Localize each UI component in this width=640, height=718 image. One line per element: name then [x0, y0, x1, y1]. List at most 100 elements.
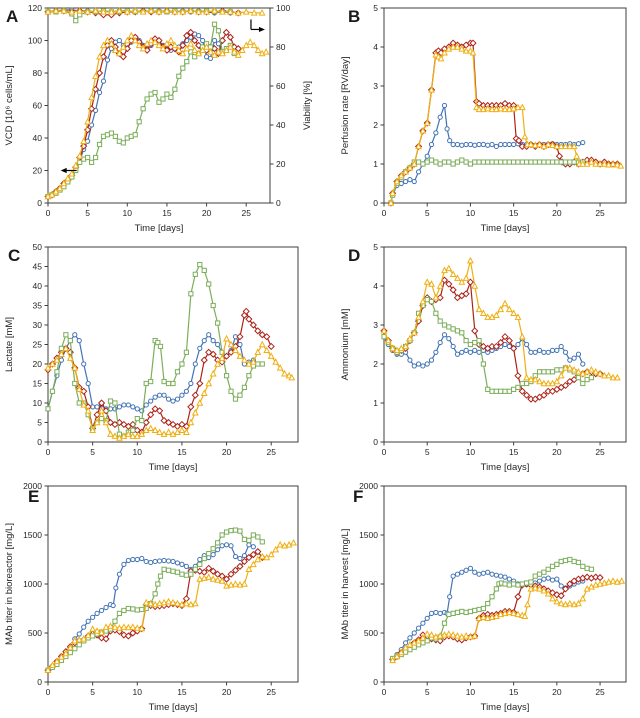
svg-text:15: 15	[177, 687, 187, 697]
svg-text:30: 30	[33, 320, 43, 330]
svg-text:45: 45	[33, 262, 43, 272]
panel-B: B 0 5 10 15 20 25 0 1 2 3 4 5 Time [days] Perfusion ra…	[320, 0, 640, 239]
series-E-green-squares	[45, 527, 265, 673]
svg-text:20: 20	[33, 359, 43, 369]
svg-text:15: 15	[509, 687, 519, 697]
y-axis-label-D: Ammonium [mM]	[340, 309, 351, 381]
svg-text:25: 25	[33, 340, 43, 350]
svg-text:2: 2	[373, 120, 378, 130]
y2-axis-label-A: Viability [%]	[302, 81, 313, 130]
y-axis-label-A: VCD [10⁶ cells/mL]	[4, 66, 15, 146]
svg-text:20: 20	[552, 208, 562, 218]
svg-text:2000: 2000	[23, 481, 42, 491]
series-A-yellow-triangles-y2	[44, 7, 266, 16]
svg-text:40: 40	[276, 120, 286, 130]
svg-text:100: 100	[28, 36, 42, 46]
svg-text:500: 500	[28, 628, 42, 638]
panel-F-chart: F 0 5 10 15 20 25 0 500 1000 1500 2000 Time [days] MA…	[340, 481, 627, 713]
svg-text:15: 15	[177, 447, 187, 457]
svg-text:1: 1	[373, 398, 378, 408]
svg-text:1: 1	[373, 159, 378, 169]
svg-text:4: 4	[373, 281, 378, 291]
svg-text:0: 0	[46, 687, 51, 697]
svg-text:50: 50	[33, 242, 43, 252]
panel-D-chart: D 0 5 10 15 20 25 0 1 2 3 4 5 Time [days] Ammonium [mM…	[340, 242, 627, 473]
svg-text:0: 0	[382, 447, 387, 457]
axes-C: 0 5 10 15 20 25 0 5 10 15 20 25 30 35 40 45 50	[33, 242, 299, 457]
x-axis-label-F: Time [days]	[481, 702, 530, 713]
series-C-yellow-triangles	[44, 334, 296, 441]
svg-text:10: 10	[133, 447, 143, 457]
svg-text:25: 25	[595, 447, 605, 457]
x-axis-label-D: Time [days]	[481, 462, 530, 473]
svg-text:20: 20	[552, 447, 562, 457]
svg-text:5: 5	[85, 208, 90, 218]
svg-text:0: 0	[382, 208, 387, 218]
svg-text:40: 40	[33, 281, 43, 291]
y-axis-label-E: MAb titer in bioreactor [mg/L]	[4, 523, 15, 645]
svg-text:25: 25	[266, 447, 276, 457]
svg-text:5: 5	[425, 447, 430, 457]
svg-text:0: 0	[373, 198, 378, 208]
panel-label-A: A	[6, 7, 18, 26]
axes-F: 0 5 10 15 20 25 0 500 1000 1500 2000	[359, 481, 627, 697]
panel-D: D 0 5 10 15 20 25 0 1 2 3 4 5 Time [days] Ammonium [mM…	[320, 239, 640, 478]
svg-text:5: 5	[425, 208, 430, 218]
svg-text:0: 0	[37, 198, 42, 208]
svg-text:15: 15	[509, 208, 519, 218]
panel-F: F 0 5 10 15 20 25 0 500 1000 1500 2000 Time [days] MA…	[320, 478, 640, 718]
panel-label-B: B	[348, 7, 360, 26]
svg-text:0: 0	[37, 677, 42, 687]
svg-text:5: 5	[373, 242, 378, 252]
svg-text:15: 15	[162, 208, 172, 218]
left-axis-arrow-icon	[60, 167, 77, 174]
svg-text:25: 25	[595, 687, 605, 697]
svg-text:1000: 1000	[359, 579, 378, 589]
axes-A: 0 5 10 15 20 25 0 20 40 60 80 100 120 0 20 40 60 80 100	[28, 3, 291, 218]
svg-text:0: 0	[382, 687, 387, 697]
svg-text:5: 5	[90, 447, 95, 457]
svg-text:15: 15	[509, 447, 519, 457]
svg-text:5: 5	[90, 687, 95, 697]
svg-text:10: 10	[466, 687, 476, 697]
svg-text:0: 0	[373, 677, 378, 687]
series-E-yellow-triangles	[44, 538, 297, 673]
panel-A: A 0 5 10 15 20 25 0 20 40 60 80 100 120 0 20 40 60 80 100 Ti…	[0, 0, 320, 239]
svg-text:1500: 1500	[359, 530, 378, 540]
svg-text:1000: 1000	[23, 579, 42, 589]
svg-text:5: 5	[373, 3, 378, 13]
svg-text:3: 3	[373, 320, 378, 330]
svg-text:20: 20	[222, 687, 232, 697]
series-B-green-squares	[388, 157, 586, 206]
x-axis-label-B: Time [days]	[481, 223, 530, 234]
svg-text:10: 10	[466, 208, 476, 218]
svg-text:5: 5	[425, 687, 430, 697]
svg-text:80: 80	[276, 42, 286, 52]
svg-text:3: 3	[373, 81, 378, 91]
panel-E-chart: E 0 5 10 15 20 25 0 500 1000 1500 2000 Time [days] MA…	[4, 481, 299, 713]
axes-E: 0 5 10 15 20 25 0 500 1000 1500 2000	[23, 481, 299, 697]
x-axis-label-A: Time [days]	[135, 223, 184, 234]
series-E-red-diamonds	[44, 548, 266, 674]
panel-C: C 0 5 10 15 20 25 0 5 10 15 20 25 30 35 40 45 50 Time [day…	[0, 239, 320, 478]
svg-text:10: 10	[133, 687, 143, 697]
series-D-red-diamonds	[380, 276, 604, 403]
series-C-red-diamonds	[44, 307, 275, 436]
svg-text:10: 10	[123, 208, 133, 218]
svg-text:20: 20	[222, 447, 232, 457]
svg-text:10: 10	[466, 447, 476, 457]
x-axis-label-E: Time [days]	[149, 702, 198, 713]
axes-D: 0 5 10 15 20 25 0 1 2 3 4 5	[373, 242, 627, 457]
panel-E: E 0 5 10 15 20 25 0 500 1000 1500 2000 Time [days] MA…	[0, 478, 320, 718]
series-D-yellow-triangles	[380, 256, 621, 387]
series-B-yellow-triangles	[387, 43, 625, 206]
svg-text:20: 20	[552, 687, 562, 697]
svg-text:0: 0	[46, 447, 51, 457]
svg-text:20: 20	[202, 208, 212, 218]
panel-label-F: F	[353, 487, 363, 506]
svg-text:80: 80	[33, 68, 43, 78]
svg-text:60: 60	[276, 81, 286, 91]
svg-text:2000: 2000	[359, 481, 378, 491]
x-axis-label-C: Time [days]	[149, 462, 198, 473]
panel-label-E: E	[28, 487, 39, 506]
